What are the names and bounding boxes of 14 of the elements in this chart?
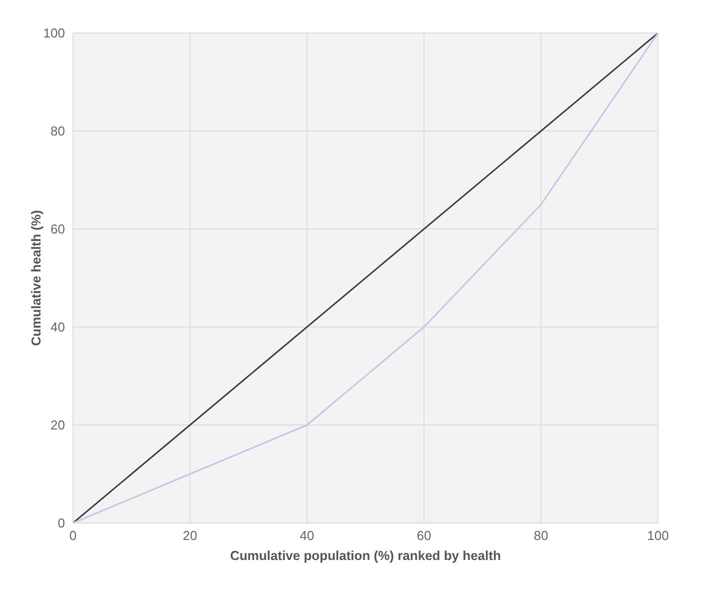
x-tick-label: 60	[416, 528, 432, 544]
x-tick-label: 80	[534, 528, 548, 544]
x-tick-label: 40	[300, 528, 314, 544]
y-tick-label: 0	[58, 516, 65, 531]
x-tick-label: 20	[182, 528, 198, 544]
y-tick-label: 40	[50, 320, 65, 335]
y-tick-label: 100	[43, 26, 65, 41]
x-axis-title: Cumulative population (%) ranked by health	[230, 548, 501, 563]
y-tick-label: 60	[50, 222, 65, 237]
y-axis-title: Cumulative health (%)	[28, 210, 44, 346]
x-tick-label: 100	[647, 528, 669, 544]
y-tick-label: 20	[50, 418, 65, 433]
x-tick-label: 0	[69, 528, 77, 544]
y-tick-label: 80	[50, 124, 65, 139]
